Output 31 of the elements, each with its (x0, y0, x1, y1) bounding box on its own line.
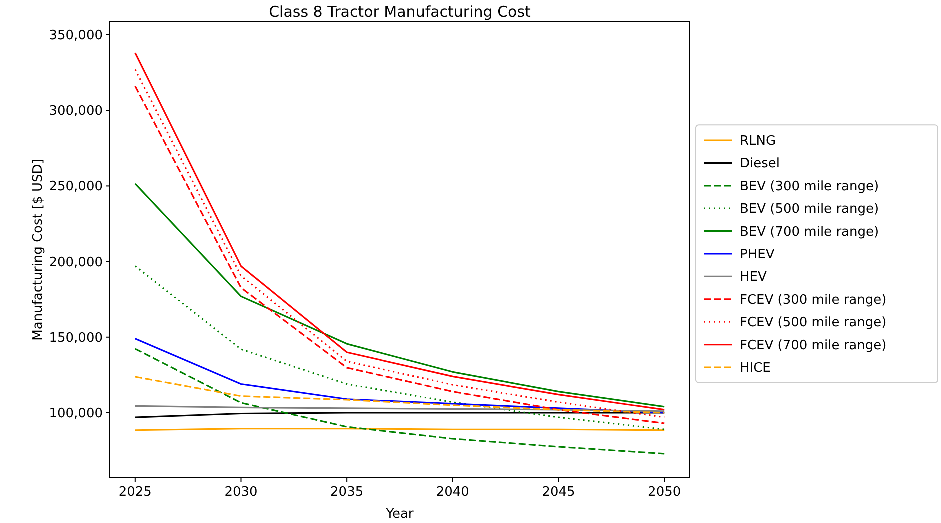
line-series (134, 376, 666, 414)
legend-label: BEV (300 mile range) (740, 179, 880, 194)
chart-title: Class 8 Tractor Manufacturing Cost (269, 3, 532, 21)
legend-label: BEV (500 mile range) (740, 202, 880, 218)
legend-label: PHEV (740, 248, 775, 262)
y-tick-label: 200,000 (49, 255, 103, 270)
line-series (134, 266, 666, 430)
x-tick-label: 2045 (542, 485, 576, 500)
x-tick-label: 2025 (118, 485, 152, 500)
x-tick-label: 2050 (648, 485, 682, 500)
y-tick-label: 250,000 (49, 180, 103, 195)
line-series (134, 348, 666, 455)
line-series (134, 338, 666, 414)
legend-label: FCEV (500 mile range) (740, 316, 887, 331)
legend-label: FCEV (300 mile range) (740, 292, 887, 308)
y-tick-label: 350,000 (49, 28, 103, 44)
legend-label: Diesel (740, 156, 780, 172)
y-tick-label: 300,000 (49, 104, 103, 120)
y-axis-title: Manufacturing Cost [$ USD] (31, 159, 46, 341)
legend-label: RLNG (740, 134, 776, 149)
x-axis-title: Year (385, 507, 414, 522)
legend-label: BEV (700 mile range) (740, 224, 880, 240)
x-tick-label: 2030 (224, 485, 258, 500)
legend-label: HEV (740, 270, 767, 286)
x-tick-label: 2040 (436, 485, 470, 500)
line-series (134, 183, 666, 408)
legend-label: HICE (740, 361, 771, 376)
y-tick-label: 150,000 (49, 330, 103, 346)
y-tick-label: 100,000 (49, 406, 103, 422)
legend-label: FCEV (700 mile range) (740, 338, 887, 354)
x-tick-label: 2035 (330, 485, 364, 500)
